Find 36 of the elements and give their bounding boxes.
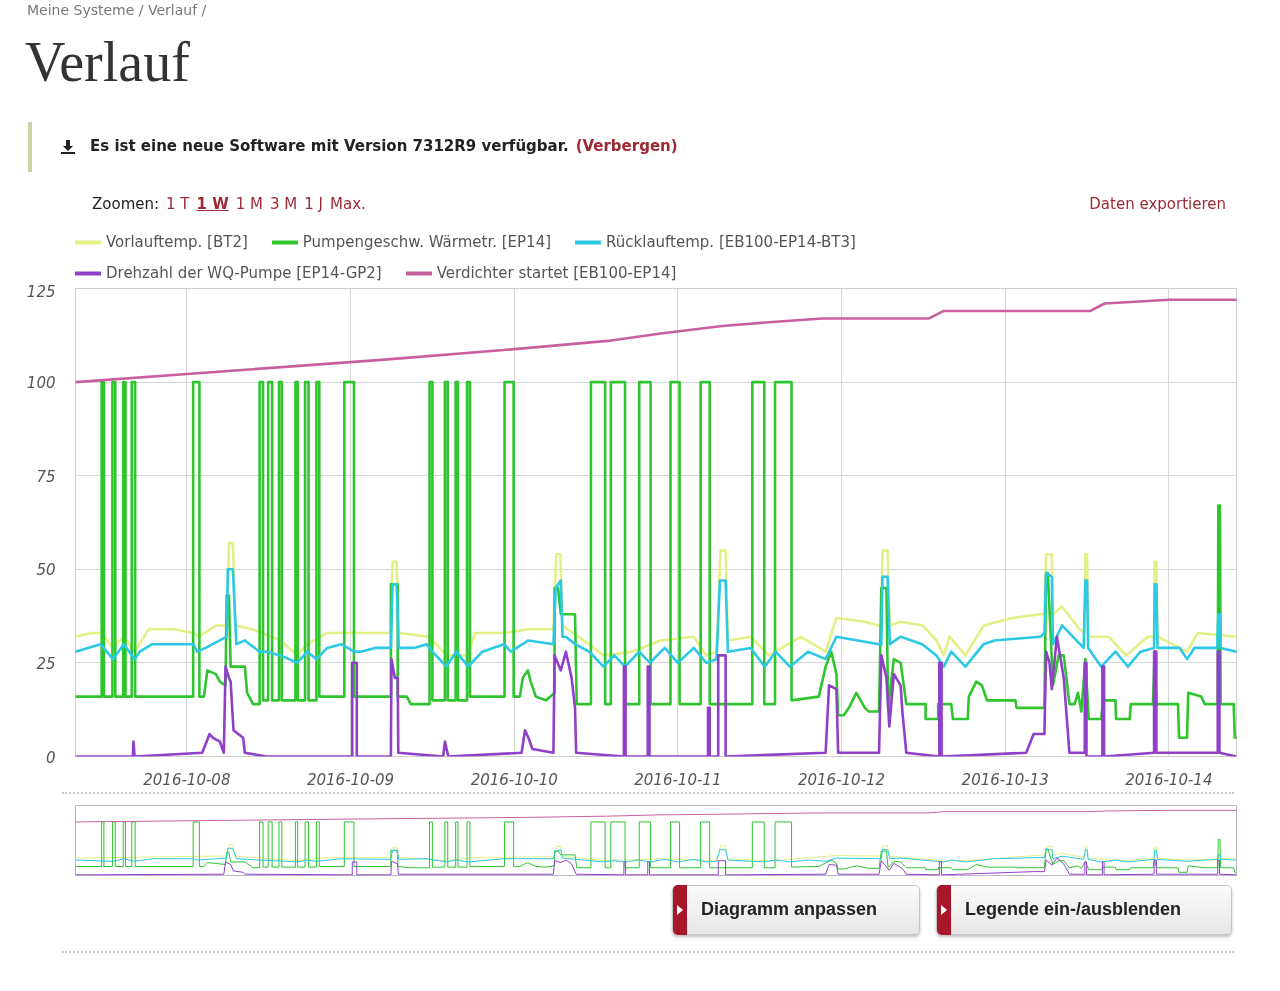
text: 1 T: [166, 195, 190, 213]
text: 1 M: [235, 195, 263, 213]
legend-label: Vorlauftemp. [BT2]: [106, 233, 248, 251]
picture-button: Diagramm anpassen: [672, 885, 920, 935]
chart-title: Verlauf: [25, 30, 190, 94]
text: Es ist eine neue Software mit Version 7312R9 verfügbar.: [90, 136, 569, 158]
line-series: [75, 380, 1237, 740]
text: Max.: [330, 195, 366, 213]
x-tick-label: 2016-10-10: [470, 770, 558, 789]
x-tick-label: 2016-10-12: [797, 770, 886, 789]
x-tick-label: 2016-10-11: [634, 770, 722, 789]
line-series: [75, 635, 1237, 757]
text: Daten exportieren: [1089, 194, 1226, 215]
text: 3 M: [270, 195, 298, 213]
legend-label: Rücklauftemp. [EB100-EP14-BT3]: [606, 233, 856, 251]
line-series: [75, 568, 1237, 668]
text: 1 W: [196, 195, 229, 213]
text: Zoomen:: [92, 195, 160, 213]
text: 1 J: [304, 195, 324, 213]
text: (Verbergen): [575, 136, 678, 158]
text: Meine Systeme / Verlauf /: [27, 1, 207, 20]
x-tick-label: 2016-10-14: [1125, 770, 1213, 789]
x-tick-label: 2016-10-09: [306, 770, 395, 789]
legend-label: Verdichter startet [EB100-EP14]: [436, 264, 677, 282]
picture-button: Legende ein-/ausblenden: [936, 885, 1232, 935]
legend-label: Pumpengeschw. Wärmetr. [EP14]: [302, 233, 552, 251]
y-tick-label: 0: [45, 748, 56, 767]
y-tick-label: 75: [36, 467, 56, 486]
y-tick-label: 100: [26, 374, 56, 393]
legend-label: Drehzahl der WQ-Pumpe [EP14-GP2]: [106, 264, 382, 282]
y-tick-label: 125: [26, 282, 56, 301]
line-series: [75, 298, 1237, 384]
x-tick-label: 2016-10-13: [961, 770, 1049, 789]
x-tick-label: 2016-10-08: [143, 770, 231, 789]
y-tick-label: 50: [36, 561, 56, 580]
y-tick-label: 25: [36, 654, 56, 673]
